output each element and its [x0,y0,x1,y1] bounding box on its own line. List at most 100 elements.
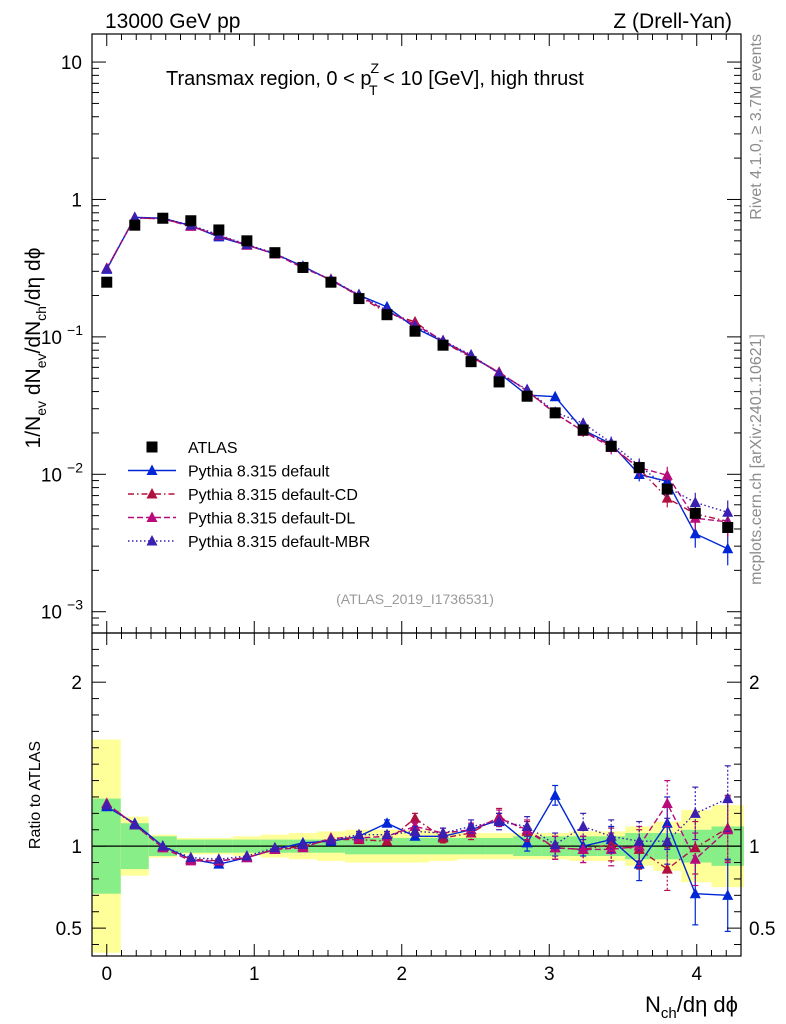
ratio-point-3-14 [493,815,505,827]
y-tick-label-ratio-right-2: 2 [749,673,760,694]
atlas-point-18 [605,440,617,452]
y-tick-label-ratio-left-2: 2 [71,673,82,694]
atlas-point-20 [661,483,673,495]
ratio-line-2 [106,802,729,862]
atlas-point-8 [325,276,337,288]
header-right: Z (Drell-Yan) [613,10,732,33]
main-point-0-16 [549,390,561,402]
ratio-point-1-11 [409,812,421,823]
y-tick-label-main-1: 1 [71,190,82,211]
y-tick-label-main-4: 10 [41,603,62,624]
y-tick-label-main-3: 10 [41,465,62,486]
ratio-point-3-7 [297,838,309,850]
main-point-2-20 [661,469,673,480]
legend-marker-0 [146,441,158,453]
ratio-point-3-10 [381,828,393,840]
legend-marker-3 [146,511,158,522]
ratio-point-3-20 [661,835,673,846]
legend-label-1: Pythia 8.315 default [188,464,330,481]
atlas-point-5 [241,235,253,247]
y-tick-exp-main-2: −1 [67,322,83,338]
ratio-point-3-4 [213,853,225,864]
legend-label-0: ATLAS [188,440,238,457]
legend-label-4: Pythia 8.315 default-MBR [188,534,370,551]
atlas-point-6 [269,247,281,259]
atlas-point-14 [493,376,505,388]
header-left: 13000 GeV pp [105,10,240,33]
main-point-1-20 [661,492,673,503]
atlas-point-21 [689,507,701,519]
main-point-0-22 [722,542,734,554]
atlas-point-16 [549,407,561,419]
ratio-point-3-12 [437,827,449,838]
y-tick-label-main-0: 10 [61,53,82,74]
ratio-point-3-11 [409,825,421,836]
main-point-3-22 [722,506,734,517]
ratio-point-1-20 [661,863,673,874]
ratio-point-0-22 [722,889,734,900]
legend-marker-1 [146,464,158,475]
atlas-point-11 [409,325,421,337]
x-tick-label-3: 3 [544,964,555,985]
main-point-3-14 [493,367,505,379]
ratio-content [92,765,741,933]
y-tick-exp-main-4: −3 [67,597,83,613]
x-tick-label-0: 0 [101,964,112,985]
atlas-point-22 [722,522,734,534]
ratio-point-3-15 [521,820,533,831]
ratio-point-3-1 [129,818,141,830]
atlas-point-19 [633,462,645,474]
atlas-point-1 [129,219,141,231]
atlas-point-15 [521,390,533,402]
main-content [101,211,734,566]
y-tick-label-ratio-left-0: 0.5 [56,919,82,940]
main-point-0-21 [689,527,701,539]
legend-label-3: Pythia 8.315 default-DL [188,511,355,528]
main-point-3-0 [101,262,113,274]
ratio-point-3-13 [465,820,477,831]
ratio-point-3-8 [325,833,337,845]
legend-marker-2 [146,488,158,499]
axes: 0 1 2 3 4 10 1 10 −1 10 −2 10 −3 0.5 0.5 1 1 2 2 [41,33,775,985]
atlas-point-17 [577,424,589,436]
mcplots-label: mcplots.cern.ch [arXiv:2401.10621] [748,334,765,585]
atlas-point-2 [157,212,169,224]
atlas-point-10 [381,309,393,321]
atlas-point-12 [437,339,449,351]
ratio-point-1-21 [689,841,701,853]
atlas-point-4 [213,224,225,236]
ratio-point-3-0 [101,799,113,810]
legend: ATLAS Pythia 8.315 default Pythia 8.315 de… [128,440,370,551]
ratio-point-0-15 [521,836,533,848]
ratio-point-3-5 [241,849,253,861]
ratio-point-0-16 [549,789,561,800]
rivet-label: Rivet 4.1.0, ≥ 3.7M events [748,34,765,220]
ratio-point-3-9 [353,828,365,840]
plot-title: Transmax region, 0 < pZ T < 10 [GeV], hig… [166,60,584,98]
atlas-point-13 [465,356,477,368]
main-point-3-21 [689,496,701,507]
y-tick-label-ratio-right-0: 0.5 [749,919,775,940]
y-axis-label-main: 1/Nev dNev/dNch/dη dϕ [22,248,49,449]
ratio-point-3-21 [689,807,701,818]
ratio-point-3-3 [185,851,197,863]
atlas-point-0 [101,276,113,288]
ratio-point-3-22 [722,792,734,804]
legend-label-2: Pythia 8.315 default-CD [188,487,358,504]
y-tick-label-main-2: 10 [41,328,62,349]
legend-marker-4 [146,535,158,546]
ratio-point-2-21 [689,853,701,864]
ratio-point-0-10 [381,817,393,828]
ratio-point-3-2 [157,840,169,851]
y-tick-label-ratio-left-1: 1 [71,837,82,858]
ratio-point-3-17 [577,820,589,831]
ratio-point-3-6 [269,841,281,853]
analysis-watermark: (ATLAS_2019_I1736531) [336,591,494,607]
ratio-point-3-16 [549,838,561,850]
ratio-point-3-18 [605,830,617,841]
x-axis-label: Nch/dη dϕ [645,992,738,1022]
ratio-point-3-19 [633,835,645,846]
ratio-point-2-20 [661,797,673,809]
ratio-point-0-21 [689,887,701,899]
